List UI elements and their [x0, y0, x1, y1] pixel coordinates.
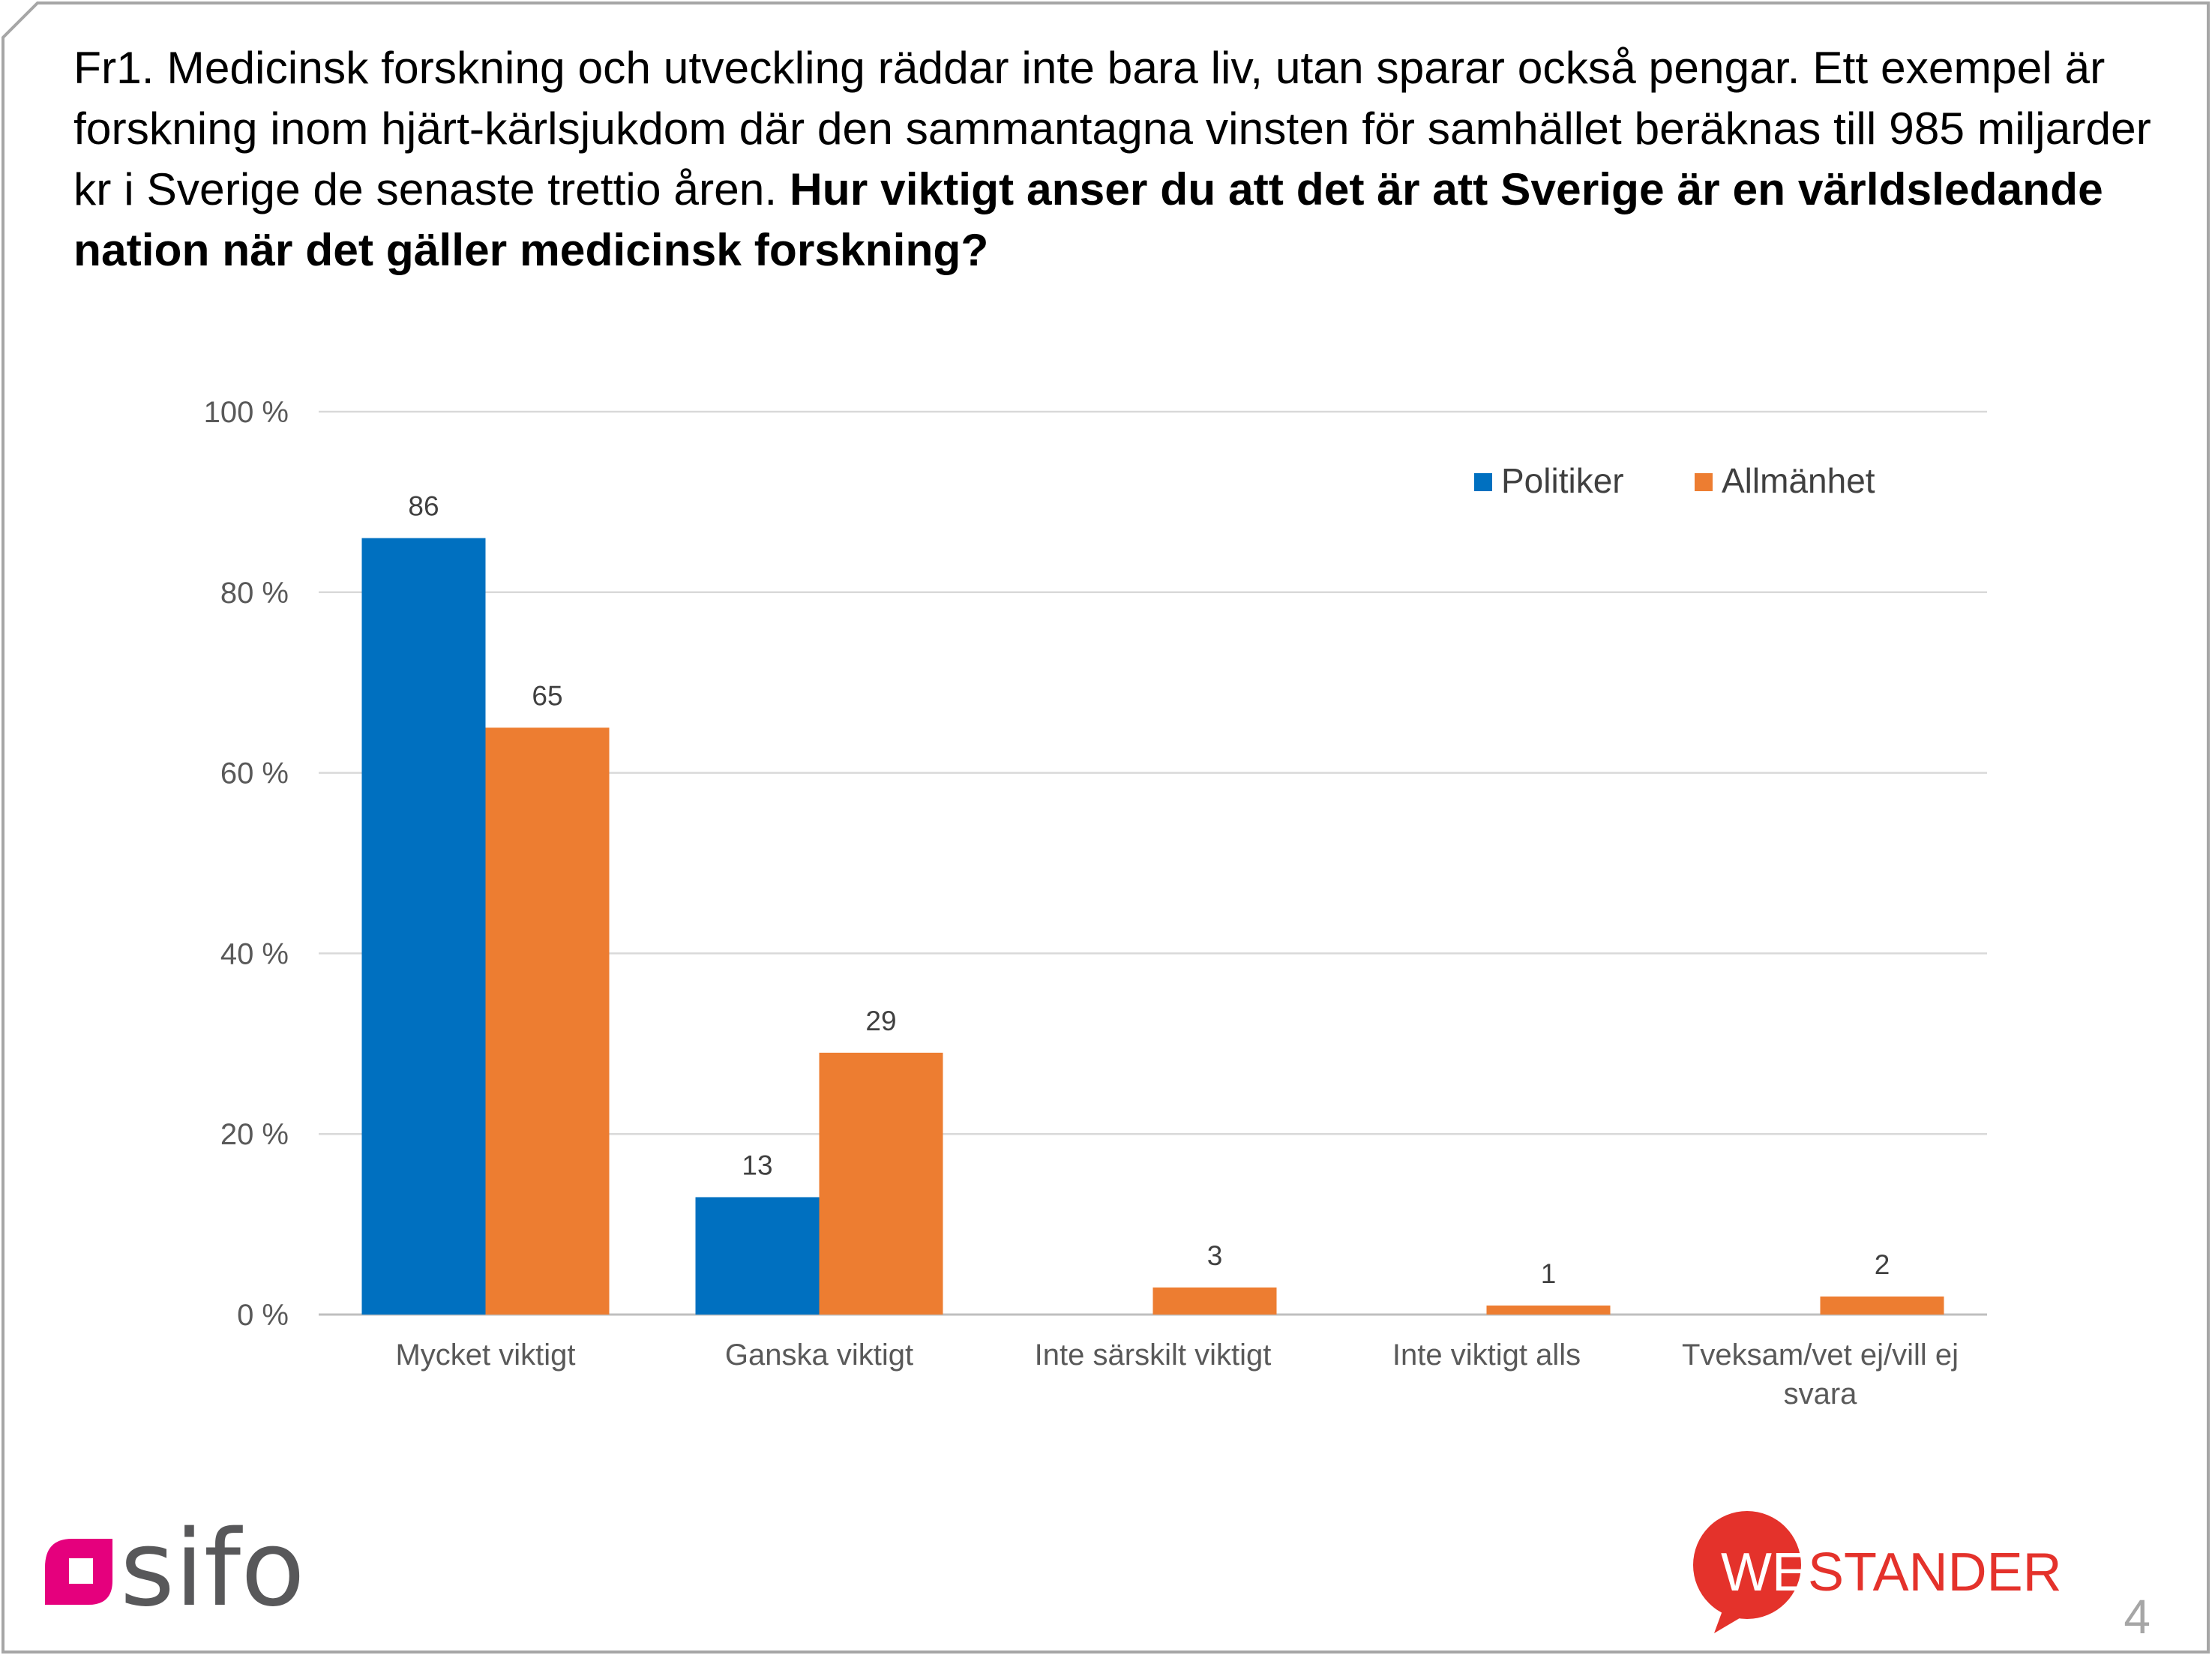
sifo-logo: sifo: [45, 1508, 305, 1630]
data-labels: 86 65 13 29 3 1 2: [408, 491, 1890, 1289]
westander-logo: WESTANDER: [1693, 1511, 2062, 1633]
bars: [361, 538, 1944, 1315]
data-label: 3: [1207, 1240, 1223, 1271]
x-tick-label: Inte viktigt alls: [1392, 1339, 1581, 1372]
data-label: 13: [742, 1150, 772, 1180]
legend: Politiker Allmänhet: [1474, 461, 1875, 500]
sifo-magenta-shape: [45, 1539, 112, 1605]
westander-bubble-icon: [1693, 1511, 1801, 1619]
y-tick-label: 80 %: [220, 577, 289, 610]
westander-wordmark: WESTANDER: [1721, 1543, 2062, 1603]
page-number: 4: [2124, 1590, 2151, 1644]
x-axis: Mycket viktigt Ganska viktigt Inte särskil…: [395, 1339, 1959, 1411]
x-tick-label: Mycket viktigt: [395, 1339, 575, 1372]
data-label: 65: [532, 680, 562, 711]
y-tick-label: 0 %: [237, 1299, 289, 1332]
bar-allmänhet: [485, 727, 610, 1315]
bar-politiker: [695, 1197, 820, 1315]
y-axis: 0 % 20 % 40 % 60 % 80 % 100 %: [204, 396, 289, 1332]
bar-allmänhet: [1486, 1305, 1611, 1315]
bar-allmänhet: [1152, 1287, 1277, 1315]
data-label: 86: [408, 491, 439, 522]
data-label: 29: [865, 1006, 896, 1036]
data-label: 1: [1541, 1258, 1557, 1289]
westander-we: WE: [1721, 1543, 1808, 1603]
bar-allmänhet: [819, 1052, 943, 1315]
bar-politiker: [361, 538, 486, 1315]
x-tick-label: svara: [1784, 1378, 1858, 1411]
question-intro: Fr1. Medicinsk forskning och utveckling …: [73, 42, 2151, 214]
y-tick-label: 100 %: [204, 396, 289, 429]
y-tick-label: 60 %: [220, 757, 289, 790]
westander-bubble-tail: [1714, 1605, 1747, 1633]
westander-rest: STANDER: [1808, 1543, 2062, 1603]
y-tick-label: 40 %: [220, 937, 289, 970]
question-emphasis: Hur viktigt anser du att det är att Sver…: [73, 163, 2103, 275]
x-tick-label: Inte särskilt viktigt: [1035, 1339, 1272, 1372]
legend-label: Politiker: [1501, 461, 1624, 500]
data-label: 2: [1875, 1249, 1890, 1280]
legend-swatch-allmänhet: [1695, 473, 1713, 491]
legend-swatch-politiker: [1474, 473, 1492, 491]
sifo-wordmark: sifo: [120, 1508, 305, 1630]
y-tick-label: 20 %: [220, 1118, 289, 1151]
bar-allmänhet: [1820, 1296, 1944, 1315]
x-tick-label: Tveksam/vet ej/vill ej: [1682, 1339, 1959, 1372]
legend-label: Allmänhet: [1722, 461, 1875, 500]
question-text: Fr1. Medicinsk forskning och utveckling …: [73, 37, 2173, 280]
x-tick-label: Ganska viktigt: [725, 1339, 913, 1372]
